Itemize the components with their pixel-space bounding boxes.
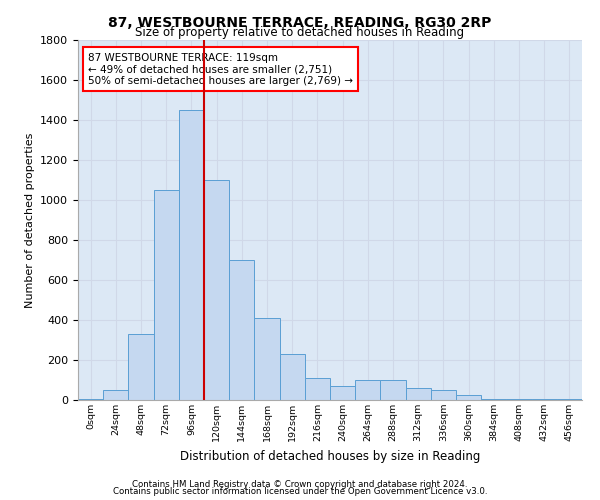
Text: Contains HM Land Registry data © Crown copyright and database right 2024.: Contains HM Land Registry data © Crown c… — [132, 480, 468, 489]
Bar — [406, 388, 431, 400]
Text: Size of property relative to detached houses in Reading: Size of property relative to detached ho… — [136, 26, 464, 39]
Bar — [380, 380, 406, 400]
Bar — [204, 180, 229, 400]
Text: 87, WESTBOURNE TERRACE, READING, RG30 2RP: 87, WESTBOURNE TERRACE, READING, RG30 2R… — [109, 16, 491, 30]
Bar — [481, 399, 506, 400]
Bar — [431, 390, 456, 400]
Y-axis label: Number of detached properties: Number of detached properties — [25, 132, 35, 308]
Bar — [78, 399, 103, 400]
Text: Contains public sector information licensed under the Open Government Licence v3: Contains public sector information licen… — [113, 487, 487, 496]
Bar — [254, 318, 280, 400]
Bar — [330, 386, 355, 400]
Bar — [305, 378, 330, 400]
Bar — [557, 399, 582, 400]
Bar — [154, 190, 179, 400]
Bar — [456, 395, 481, 400]
Text: 87 WESTBOURNE TERRACE: 119sqm
← 49% of detached houses are smaller (2,751)
50% o: 87 WESTBOURNE TERRACE: 119sqm ← 49% of d… — [88, 52, 353, 86]
Bar — [128, 334, 154, 400]
Bar — [179, 110, 204, 400]
Bar — [506, 399, 532, 400]
Bar — [355, 380, 380, 400]
Bar — [532, 399, 557, 400]
Bar — [103, 390, 128, 400]
Bar — [280, 354, 305, 400]
X-axis label: Distribution of detached houses by size in Reading: Distribution of detached houses by size … — [180, 450, 480, 462]
Bar — [229, 260, 254, 400]
